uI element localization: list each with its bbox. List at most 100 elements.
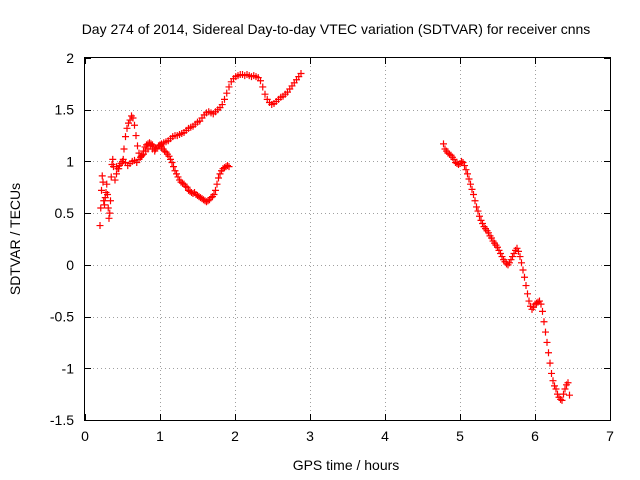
data-point [101,201,108,209]
x-tick-label: 5 [456,428,464,444]
data-point [554,390,561,398]
data-point [225,83,233,91]
chart-title: Day 274 of 2014, Sidereal Day-to-day VTE… [82,21,591,37]
data-point [212,186,219,194]
data-point [536,297,543,305]
data-point [509,253,516,261]
data-point [545,349,552,357]
data-point [524,290,531,298]
data-point [210,191,218,199]
data-point [522,282,530,290]
data-point [551,382,558,390]
data-point [104,191,111,199]
data-point [498,253,506,261]
data-point [566,391,573,399]
data-point [98,186,105,194]
data-point [440,140,447,148]
data-point [552,385,560,393]
data-point [165,152,173,160]
data-point [167,155,174,163]
data-point [261,90,269,98]
data-point [171,167,179,175]
data-point [470,191,477,199]
data-point [122,133,129,141]
data-point [495,246,503,254]
data-point [507,256,515,264]
data-point [105,214,113,222]
data-point [530,303,537,311]
data-point [99,178,107,186]
data-point [221,95,228,103]
data-point [513,244,521,252]
x-axis-label: GPS time / hours [293,457,400,473]
data-point [479,219,486,227]
data-point [474,207,482,215]
data-point [525,297,533,305]
x-tick-label: 1 [156,428,164,444]
data-point [115,165,123,173]
data-point [168,158,176,166]
series-arc-3 [113,70,305,173]
data-point [117,159,125,167]
axis-ticks: 0 1 2 3 4 5 6 7 -1.5 -1 -0.5 0 0.5 1 1.5 2 [50,50,614,444]
data-point [450,155,458,163]
data-point [120,145,128,153]
data-point [543,338,551,346]
data-point [189,189,197,197]
data-point [109,155,117,163]
data-point [537,300,545,308]
data-point [259,83,267,91]
data-point [503,260,510,268]
data-point [129,114,137,122]
data-point [161,147,168,155]
data-point [100,197,108,205]
plot-frame [84,57,611,421]
data-point [519,266,527,274]
data-point [111,176,119,184]
data-point [224,162,231,170]
data-point [204,197,212,205]
y-tick-label: -1 [62,360,75,376]
data-point [97,204,105,212]
data-point [132,132,140,140]
x-tick-label: 6 [531,428,539,444]
data-point [477,216,485,224]
data-point [510,249,518,257]
data-point [494,243,501,251]
y-tick-label: 1 [66,153,74,169]
data-point [113,170,120,178]
grid [85,58,610,420]
data-point [446,150,453,158]
y-axis-label: SDTVAR / TECUs [7,183,23,295]
data-point [558,396,566,404]
data-point [561,385,569,393]
data-point [518,259,525,267]
data-point [223,89,231,97]
data-point [506,259,513,267]
y-tick-label: 0.5 [55,205,75,221]
data-point [174,173,182,181]
y-tick-label: 0 [66,257,74,273]
data-point [104,204,112,212]
data-point [461,162,468,170]
data-point [257,77,264,85]
data-point [106,209,114,217]
data-point [488,234,495,242]
y-tick-label: 2 [66,50,74,66]
data-marks [96,70,573,404]
data-point [467,180,474,188]
y-tick-label: 1.5 [55,102,75,118]
data-point [179,179,186,187]
data-point [497,249,504,257]
data-point [473,203,480,211]
data-point [182,182,189,190]
data-point [459,158,467,166]
data-point [458,157,465,165]
data-point [539,307,546,315]
data-point [123,124,131,132]
data-point [527,302,534,310]
data-point [468,185,476,193]
series-arc-1 [96,155,117,230]
series-arc-4 [440,140,573,404]
